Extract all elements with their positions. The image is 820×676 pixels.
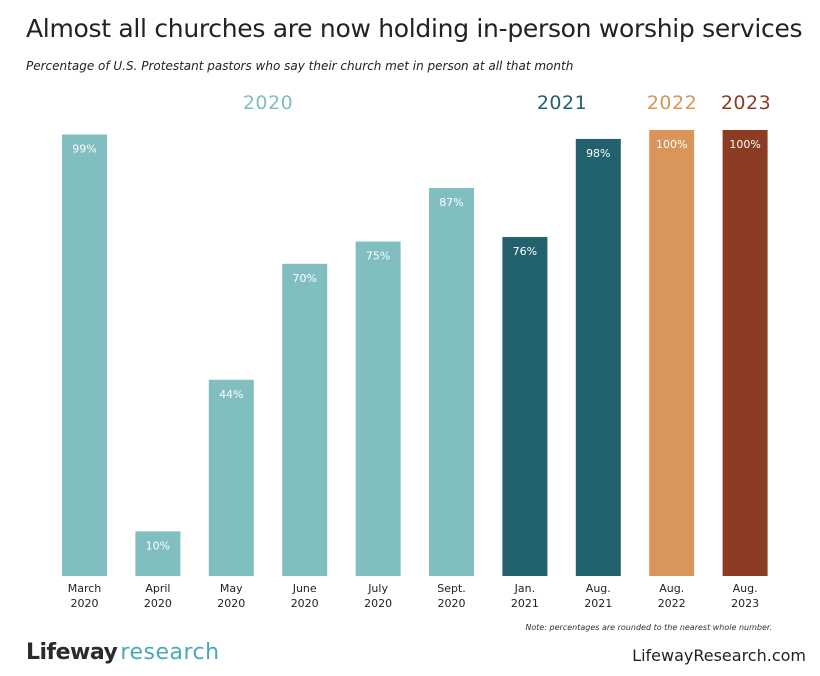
year-label-2021: 2021 xyxy=(536,92,588,114)
x-tick-month: May xyxy=(220,582,243,595)
rounding-note: Note: percentages are rounded to the nea… xyxy=(525,623,772,632)
x-tick-month: Jan. xyxy=(514,582,535,595)
x-tick-month: July xyxy=(367,582,388,595)
x-tick-month: April xyxy=(145,582,170,595)
x-tick-year: 2020 xyxy=(291,597,319,610)
x-tick-year: 2023 xyxy=(731,597,759,610)
x-tick-year: 2020 xyxy=(144,597,172,610)
bar-9 xyxy=(722,130,768,576)
x-tick-year: 2020 xyxy=(364,597,392,610)
bar-8 xyxy=(649,130,695,576)
x-tick-year: 2020 xyxy=(217,597,245,610)
lifeway-research-logo: Lifeway research xyxy=(26,640,220,665)
chart-subtitle: Percentage of U.S. Protestant pastors wh… xyxy=(26,59,574,73)
bar-value-label: 10% xyxy=(146,539,170,552)
year-label-2023: 2023 xyxy=(720,92,772,114)
x-tick-month: Sept. xyxy=(437,582,466,595)
x-tick-year: 2022 xyxy=(658,597,686,610)
x-tick-year: 2021 xyxy=(511,597,539,610)
bar-5 xyxy=(429,187,474,577)
bar-value-label: 100% xyxy=(656,138,687,151)
logo-research: research xyxy=(120,640,220,665)
bar-value-label: 76% xyxy=(513,245,537,258)
bar-3 xyxy=(282,263,328,576)
x-tick-month: March xyxy=(68,582,102,595)
year-label-2020: 2020 xyxy=(242,92,294,114)
bar-value-label: 70% xyxy=(292,272,316,285)
x-tick-month: Aug. xyxy=(586,582,611,595)
bar-4 xyxy=(355,241,401,576)
bar-value-label: 100% xyxy=(729,138,760,151)
x-tick-month: June xyxy=(292,582,317,595)
x-tick-month: Aug. xyxy=(733,582,758,595)
x-tick-year: 2021 xyxy=(584,597,612,610)
bar-7 xyxy=(575,138,621,577)
bar-value-label: 99% xyxy=(72,142,96,155)
year-label-2022: 2022 xyxy=(646,92,698,114)
bar-6 xyxy=(502,237,548,577)
logo-lifeway: Lifeway xyxy=(26,640,118,665)
bar-value-label: 75% xyxy=(366,250,390,263)
chart-title: Almost all churches are now holding in-p… xyxy=(26,14,803,43)
bar-value-label: 87% xyxy=(439,196,463,209)
x-tick-month: Aug. xyxy=(659,582,684,595)
x-tick-year: 2020 xyxy=(71,597,99,610)
website-link[interactable]: LifewayResearch.com xyxy=(632,646,806,665)
bar-0 xyxy=(62,134,107,576)
bar-1 xyxy=(135,531,181,576)
bar-value-label: 44% xyxy=(219,388,243,401)
bar-2 xyxy=(208,379,254,576)
x-tick-year: 2020 xyxy=(438,597,466,610)
bar-value-label: 98% xyxy=(586,147,610,160)
